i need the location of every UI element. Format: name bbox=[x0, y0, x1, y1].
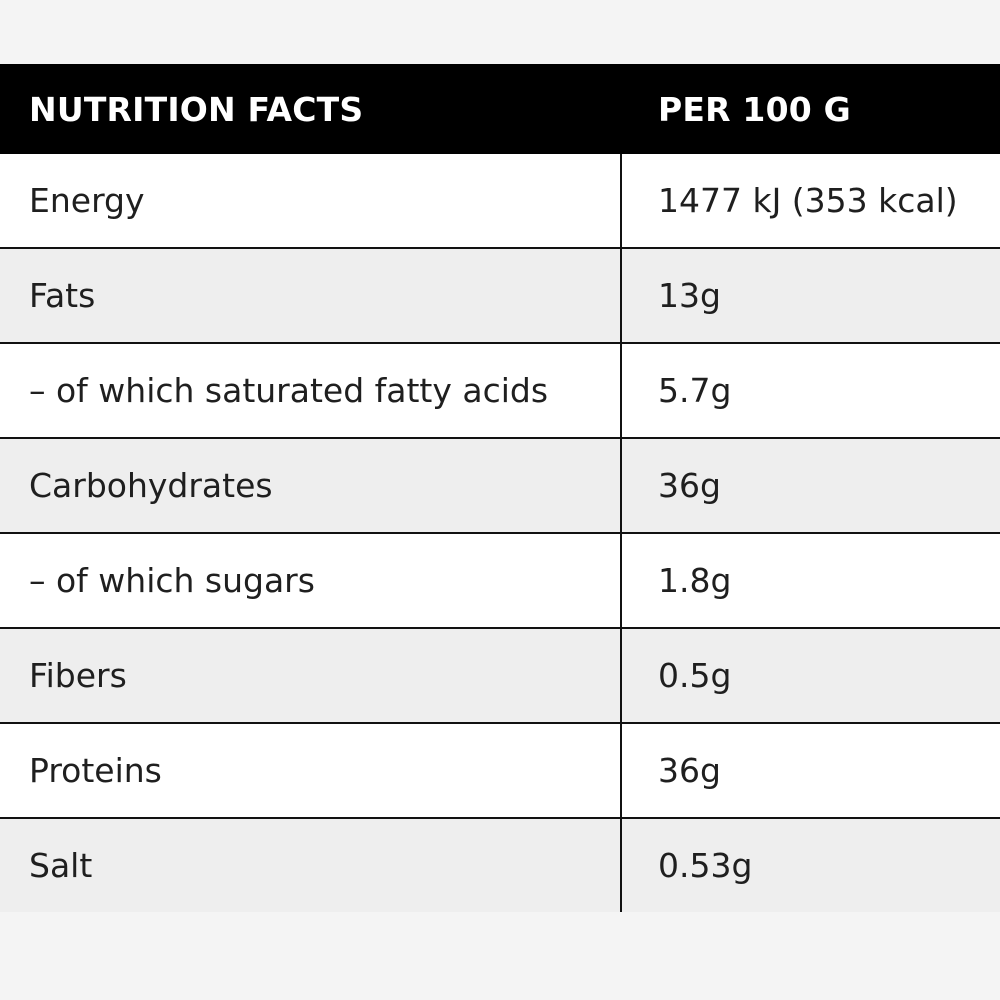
table-row: – of which sugars 1.8g bbox=[0, 532, 1000, 627]
nutrient-name: – of which sugars bbox=[0, 534, 622, 627]
nutrient-name: Fats bbox=[0, 249, 622, 342]
nutrient-name: – of which saturated fatty acids bbox=[0, 344, 622, 437]
nutrient-value: 36g bbox=[658, 751, 721, 790]
nutrient-value: 1.8g bbox=[658, 561, 732, 600]
nutrient-value: 0.53g bbox=[658, 846, 753, 885]
table-row: – of which saturated fatty acids 5.7g bbox=[0, 342, 1000, 437]
table-row: Fats 13g bbox=[0, 247, 1000, 342]
nutrient-value: 36g bbox=[658, 466, 721, 505]
nutrient-name: Energy bbox=[0, 154, 622, 247]
table-header: NUTRITION FACTS PER 100 G bbox=[0, 64, 1000, 154]
table-row: Carbohydrates 36g bbox=[0, 437, 1000, 532]
nutrient-value: 5.7g bbox=[658, 371, 732, 410]
nutrient-value: 13g bbox=[658, 276, 721, 315]
nutrition-table: NUTRITION FACTS PER 100 G Energy 1477 kJ… bbox=[0, 64, 1000, 912]
table-row: Energy 1477 kJ (353 kcal) bbox=[0, 154, 1000, 247]
table-row: Proteins 36g bbox=[0, 722, 1000, 817]
nutrient-value: 0.5g bbox=[658, 656, 732, 695]
nutrient-name: Proteins bbox=[0, 724, 622, 817]
header-unit: PER 100 G bbox=[658, 89, 851, 129]
nutrient-name: Salt bbox=[0, 819, 622, 912]
table-row: Fibers 0.5g bbox=[0, 627, 1000, 722]
nutrient-value: 1477 kJ (353 kcal) bbox=[658, 181, 958, 220]
nutrient-name: Carbohydrates bbox=[0, 439, 622, 532]
table-row: Salt 0.53g bbox=[0, 817, 1000, 912]
nutrient-name: Fibers bbox=[0, 629, 622, 722]
header-label: NUTRITION FACTS bbox=[29, 89, 364, 129]
